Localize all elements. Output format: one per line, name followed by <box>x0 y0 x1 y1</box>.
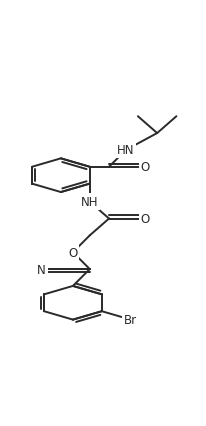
Text: O: O <box>140 213 150 225</box>
Text: N: N <box>37 263 46 276</box>
Text: Br: Br <box>124 314 137 326</box>
Text: HN: HN <box>117 144 135 157</box>
Text: O: O <box>140 161 150 174</box>
Text: O: O <box>68 246 77 259</box>
Text: NH: NH <box>81 196 98 209</box>
